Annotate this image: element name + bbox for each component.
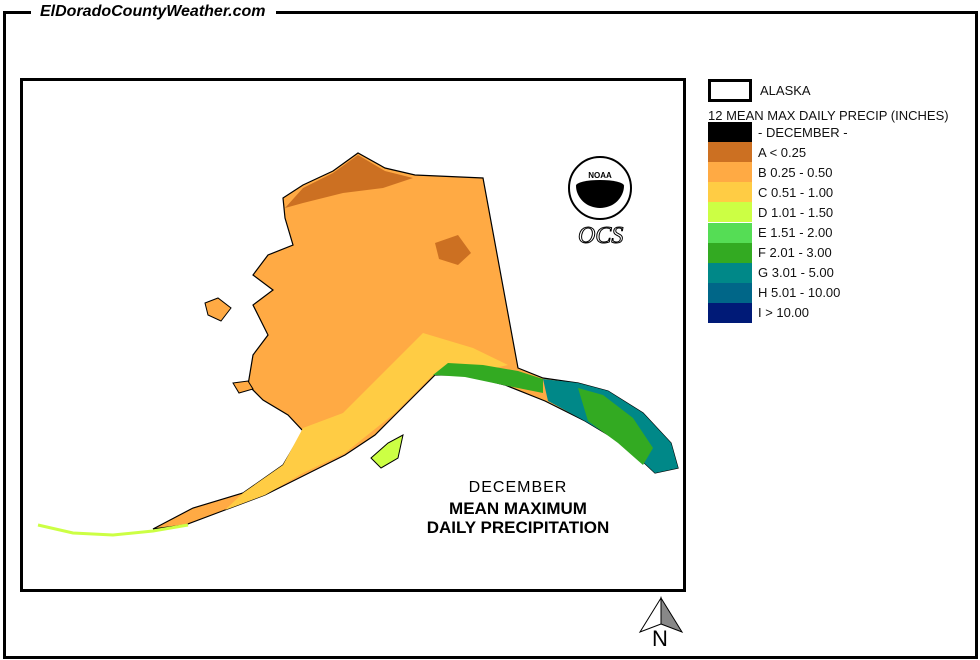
legend-label: - DECEMBER - <box>758 124 848 140</box>
legend-class: G 3.01 - 5.00 <box>708 262 834 283</box>
legend-swatch <box>708 122 752 142</box>
legend-label: G 3.01 - 5.00 <box>758 265 834 281</box>
legend-class: H 5.01 - 10.00 <box>708 282 841 303</box>
frame-bottom <box>3 656 978 659</box>
caption-month: DECEMBER <box>468 479 568 496</box>
legend-swatch <box>708 262 752 283</box>
legend-class: A < 0.25 <box>708 142 807 163</box>
low-precip-interior <box>435 235 471 265</box>
caption-line2: DAILY PRECIPITATION <box>426 518 610 537</box>
legend-boundary-label: ALASKA <box>760 82 811 98</box>
noaa-logo-text: NOAA <box>588 171 612 180</box>
legend-label: E 1.51 - 2.00 <box>758 225 833 240</box>
seward-peninsula <box>204 297 232 322</box>
moderate-precip-south <box>225 333 508 510</box>
legend-month: - DECEMBER - <box>708 122 848 142</box>
noaa-bird-icon <box>576 180 624 208</box>
legend-boundary: ALASKA <box>708 78 811 102</box>
st-lawrence-island <box>232 380 254 394</box>
legend-swatch <box>708 302 752 323</box>
north-arrow-icon <box>638 596 684 633</box>
legend-swatch <box>708 162 752 183</box>
north-label: N <box>652 626 668 651</box>
legend-label: F 2.01 - 3.00 <box>758 245 832 261</box>
map-frame: NOAA OCS DECEMBER MEAN MAXIMUM DAILY PRE… <box>20 78 686 592</box>
southeast-panhandle-interior <box>578 388 653 465</box>
legend-label: C 0.51 - 1.00 <box>758 184 834 200</box>
legend-class: F 2.01 - 3.00 <box>708 242 832 263</box>
legend-swatch <box>708 142 752 163</box>
legend-label: A < 0.25 <box>758 144 807 160</box>
frame-left <box>3 11 6 659</box>
site-title[interactable]: ElDoradoCountyWeather.com <box>40 3 266 20</box>
frame-top-left <box>3 11 31 14</box>
legend-class: C 0.51 - 1.00 <box>708 182 834 203</box>
legend-swatch <box>708 202 752 223</box>
low-precip-north <box>285 155 413 208</box>
boundary-swatch <box>708 78 752 102</box>
alaska-map <box>37 152 679 537</box>
legend-class: E 1.51 - 2.00 <box>708 222 833 243</box>
caption-line1: MEAN MAXIMUM <box>449 499 587 518</box>
legend-label: D 1.01 - 1.50 <box>758 204 834 220</box>
noaa-logo: NOAA <box>568 156 632 220</box>
legend-label: H 5.01 - 10.00 <box>758 285 841 301</box>
legend-swatch <box>708 242 752 263</box>
frame-right <box>975 11 978 659</box>
legend-title: 12 MEAN MAX DAILY PRECIP (INCHES) <box>708 105 949 125</box>
legend-class: I > 10.00 <box>708 302 809 323</box>
legend-title-text: 12 MEAN MAX DAILY PRECIP (INCHES) <box>708 107 949 123</box>
legend-label: B 0.25 - 0.50 <box>758 164 833 180</box>
kodiak-island <box>370 434 404 469</box>
legend-label: I > 10.00 <box>758 305 809 321</box>
legend-swatch <box>708 282 752 303</box>
frame-top-right <box>276 11 976 14</box>
ocs-logo-text: OCS <box>577 223 624 250</box>
legend-class: B 0.25 - 0.50 <box>708 162 833 183</box>
legend-swatch <box>708 222 752 243</box>
legend-class: D 1.01 - 1.50 <box>708 202 834 223</box>
wet-coast-south <box>433 363 543 393</box>
aleutian-islands <box>37 523 189 537</box>
legend-swatch <box>708 182 752 203</box>
